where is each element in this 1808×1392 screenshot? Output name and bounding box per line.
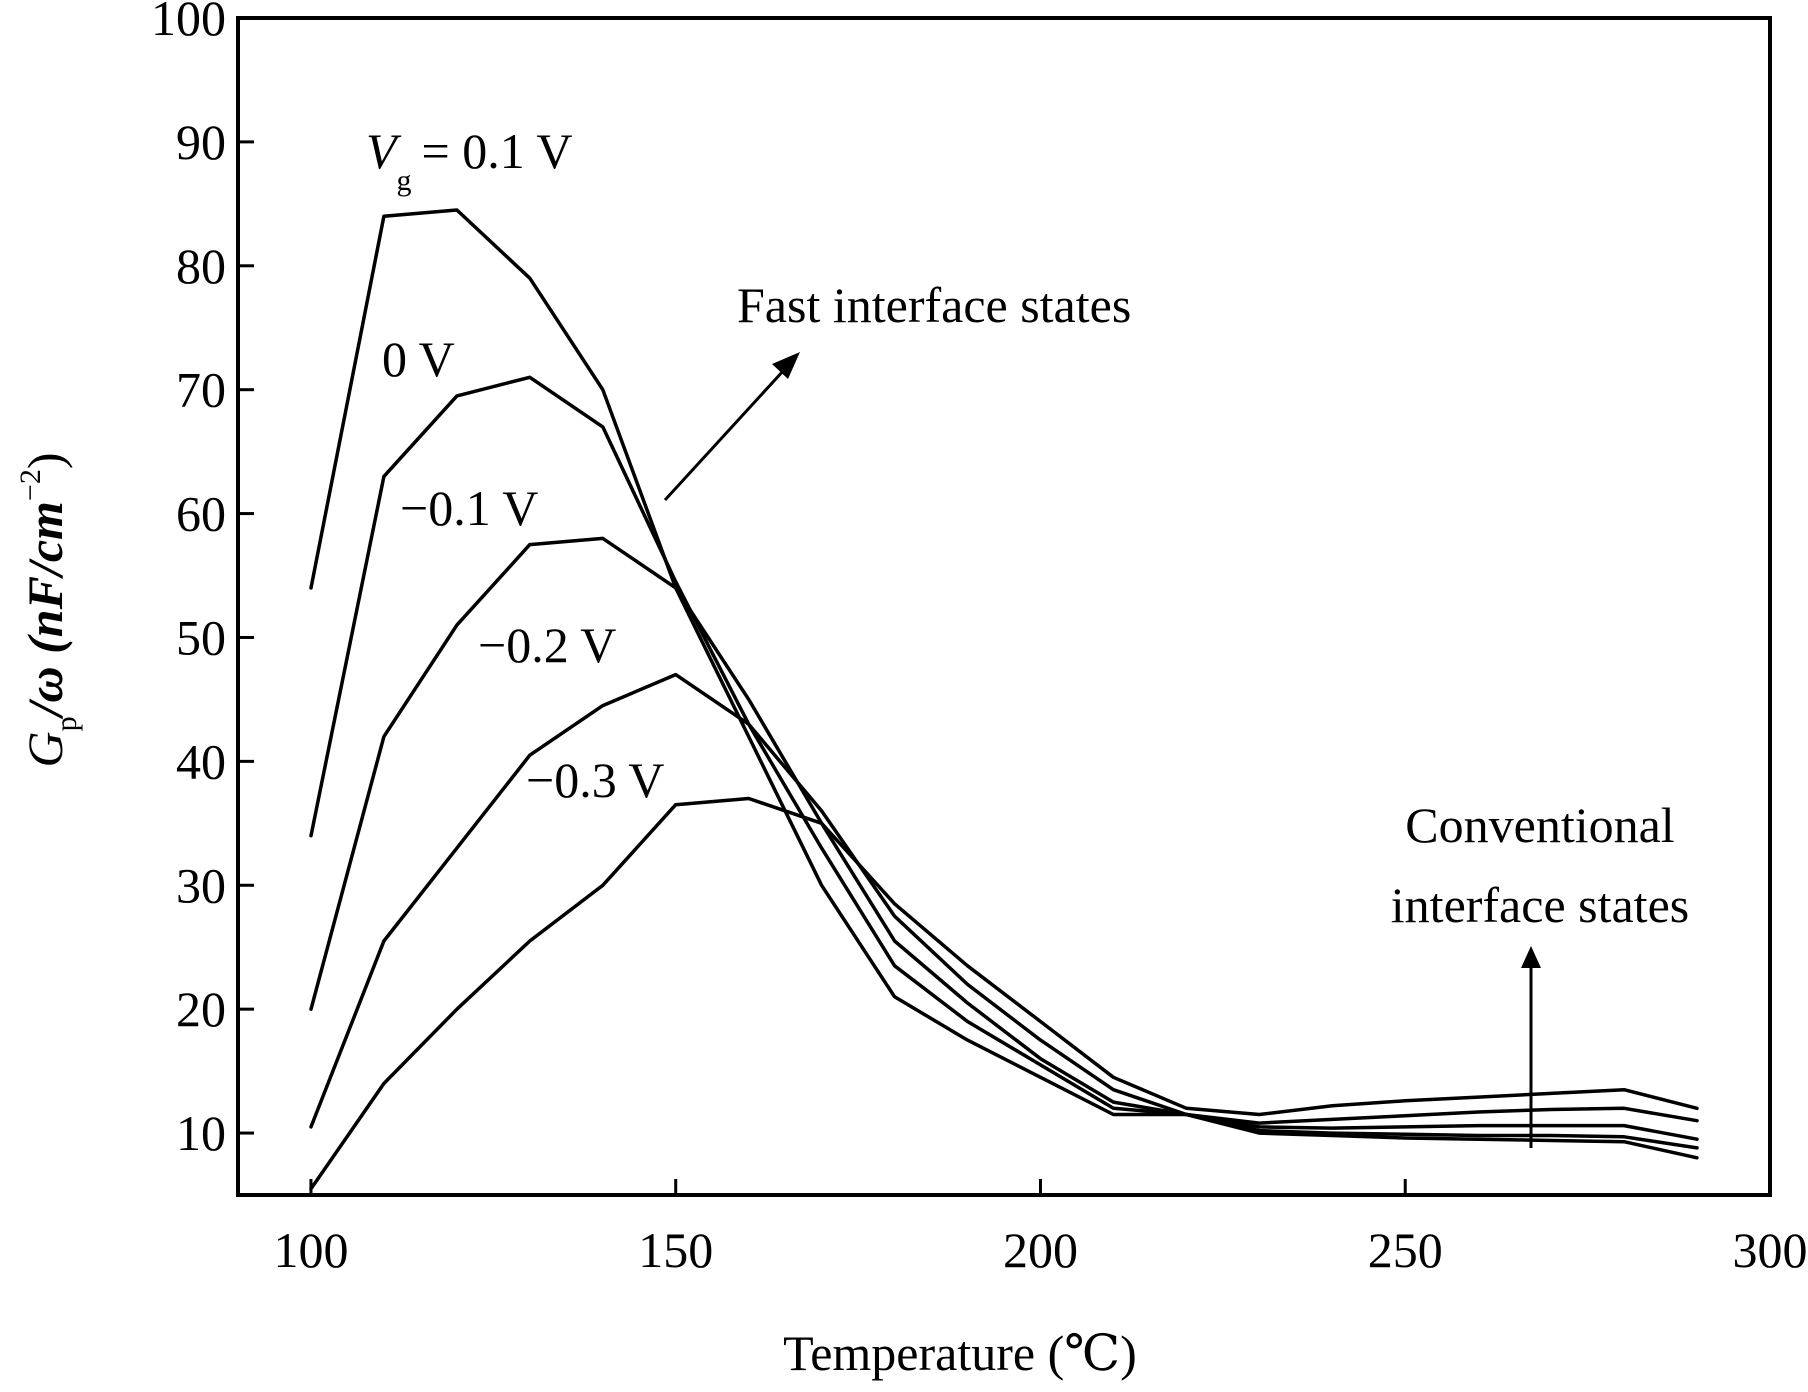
- y-tick-label: 90: [176, 114, 226, 170]
- annotation-interface-states: interface states: [1391, 877, 1689, 933]
- x-tick-label: 150: [638, 1222, 713, 1278]
- series-line-2: [309, 536, 1699, 1141]
- series-label-4: −0.3 V: [526, 752, 664, 808]
- plot-frame: [236, 16, 1772, 1197]
- annotation-conventional: Conventional: [1405, 797, 1674, 853]
- y-tick-label: 100: [151, 0, 226, 46]
- annotation-arrow-fast: [663, 368, 786, 502]
- series-label-0: Vg= 0.1 V: [366, 123, 572, 197]
- arrow-head-fast: [772, 352, 800, 379]
- y-tick-label: 60: [176, 486, 226, 542]
- y-tick-label: 80: [176, 238, 226, 294]
- series-label-3: −0.2 V: [478, 617, 616, 673]
- y-tick-label: 20: [176, 981, 226, 1037]
- annotation-fast-interface-states: Fast interface states: [737, 277, 1131, 333]
- series-lines: [309, 208, 1699, 1191]
- series-line-3: [309, 672, 1699, 1129]
- y-tick-label: 40: [176, 733, 226, 789]
- x-tick-label: 250: [1368, 1222, 1443, 1278]
- y-tick-label: 70: [176, 362, 226, 418]
- series-line-1: [309, 375, 1699, 1150]
- x-tick-label: 100: [273, 1222, 348, 1278]
- y-tick-label: 10: [176, 1105, 226, 1161]
- y-tick-label: 50: [176, 609, 226, 665]
- series-label-2: −0.1 V: [400, 480, 538, 536]
- arrow-head-conventional: [1521, 946, 1541, 968]
- series-line-0: [309, 208, 1699, 1160]
- x-axis-title: Temperature (℃): [783, 1325, 1137, 1381]
- series-label-1: 0 V: [382, 331, 455, 387]
- x-tick-label: 200: [1003, 1222, 1078, 1278]
- series-line-4: [309, 796, 1699, 1191]
- y-axis-title: Gp/ω (nF/cm−2): [14, 452, 83, 767]
- x-tick-label: 300: [1733, 1222, 1808, 1278]
- y-tick-label: 30: [176, 857, 226, 913]
- axis-ticks: 100 150 200 250 300 10 20 30 40 50 60 70 80 90 100: [151, 0, 1808, 1278]
